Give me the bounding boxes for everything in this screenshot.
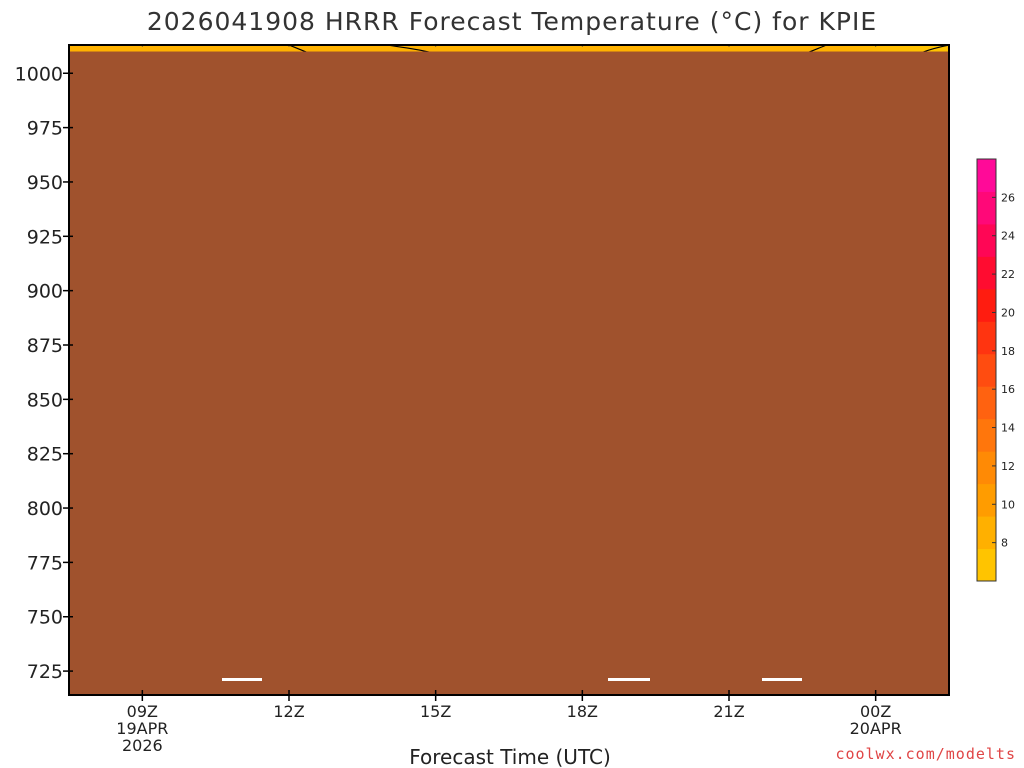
colorbar-segment xyxy=(977,548,996,582)
colorbar-label: 12 xyxy=(1001,460,1015,473)
colorbar-segment xyxy=(977,256,996,290)
colorbar-segment xyxy=(977,223,996,257)
y-tick-label: 850 xyxy=(27,389,63,411)
plot-frame xyxy=(68,44,950,696)
x-tick-label: 09Z xyxy=(127,702,158,721)
colorbar-label: 26 xyxy=(1001,191,1015,204)
colorbar-segment xyxy=(977,451,996,485)
y-tick-label: 975 xyxy=(27,118,63,140)
ground-gap-marker xyxy=(222,678,262,681)
y-tick-label: 875 xyxy=(27,335,63,357)
x-axis-title: Forecast Time (UTC) xyxy=(409,745,611,768)
x-tick-label: 12Z xyxy=(273,702,304,721)
x-tick-label: 21Z xyxy=(713,702,744,721)
colorbar-segment xyxy=(977,353,996,387)
x-tick-label: 15Z xyxy=(420,702,451,721)
plot-area: 101218202222 xyxy=(69,45,949,695)
x-tick-label: 19APR xyxy=(116,719,168,738)
y-tick-label: 800 xyxy=(27,498,63,520)
colorbar-segment xyxy=(977,288,996,322)
x-tick-label: 00Z xyxy=(860,702,891,721)
colorbar-segment xyxy=(977,516,996,550)
y-tick-label: 775 xyxy=(27,552,63,574)
credit-text: coolwx.com/modelts xyxy=(835,745,1016,763)
y-tick-label: 750 xyxy=(27,607,63,629)
colorbar-segment xyxy=(977,483,996,517)
y-tick-label: 825 xyxy=(27,444,63,466)
x-tick-label: 2026 xyxy=(122,736,163,755)
colorbar-label: 24 xyxy=(1001,230,1015,243)
colorbar-label: 20 xyxy=(1001,306,1015,319)
colorbar-frame xyxy=(976,158,997,582)
ground-surface xyxy=(69,51,949,695)
colorbar-label: 18 xyxy=(1001,345,1015,358)
colorbar-label: 8 xyxy=(1001,537,1008,550)
colorbar-segment xyxy=(977,321,996,355)
colorbar-label: 22 xyxy=(1001,268,1015,281)
y-axis: 725 750 775 800 825 850 875 900 925 950 975 1000 xyxy=(15,63,73,683)
colorbar: 8 10 12 14 16 18 20 22 24 26 xyxy=(976,158,1015,582)
colorbar-label: 16 xyxy=(1001,383,1015,396)
chart-title: 2026041908 HRRR Forecast Temperature (°C… xyxy=(147,7,877,36)
colorbar-segment xyxy=(977,418,996,452)
y-tick-label: 725 xyxy=(27,661,63,683)
ground-gap-marker xyxy=(608,678,650,681)
y-tick-label: 900 xyxy=(27,281,63,303)
colorbar-label: 10 xyxy=(1001,498,1015,511)
colorbar-segment xyxy=(977,191,996,225)
x-tick-label: 20APR xyxy=(850,719,902,738)
ground-gap-marker xyxy=(762,678,802,681)
y-tick-label: 950 xyxy=(27,172,63,194)
colorbar-segment xyxy=(977,386,996,420)
y-tick-label: 925 xyxy=(27,226,63,248)
colorbar-segment xyxy=(977,159,996,192)
y-tick-label: 1000 xyxy=(15,63,63,85)
colorbar-label: 14 xyxy=(1001,422,1015,435)
x-tick-label: 18Z xyxy=(567,702,598,721)
